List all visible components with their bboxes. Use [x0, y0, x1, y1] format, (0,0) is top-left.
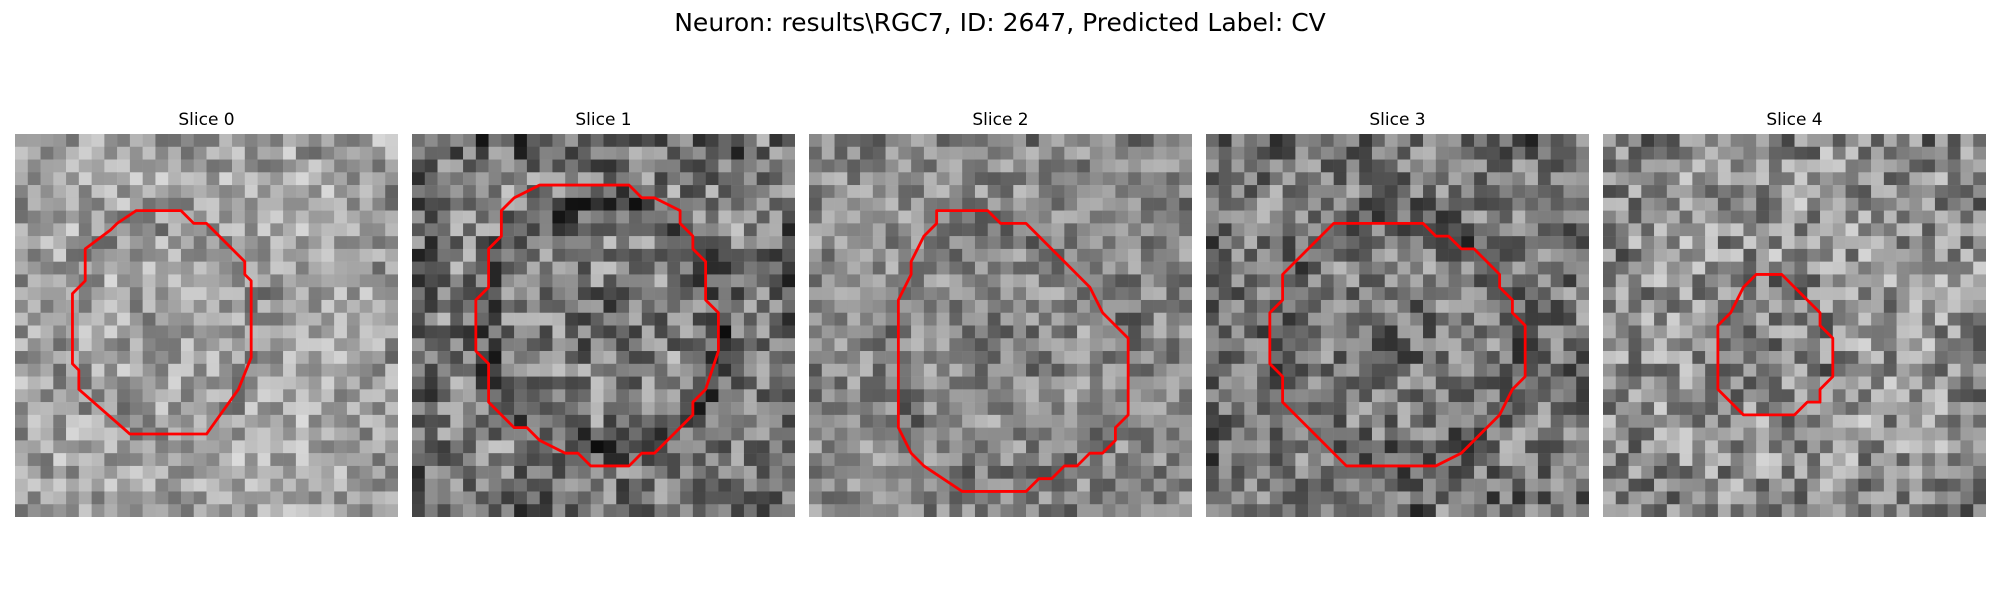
roi-contour: [896, 209, 1130, 493]
slice-image-2: [809, 134, 1192, 517]
slice-title-0: Slice 0: [178, 110, 235, 130]
slice-panel-2: Slice 2: [809, 110, 1192, 517]
slice-panel-4: Slice 4: [1603, 110, 1986, 517]
figure-suptitle: Neuron: results\RGC7, ID: 2647, Predicte…: [674, 8, 1326, 37]
slice-title-4: Slice 4: [1766, 110, 1823, 130]
slice-title-1: Slice 1: [575, 110, 632, 130]
slice-panels: Slice 0 Slice 1 Slice 2 Slice 3 Slice 4: [15, 110, 1987, 520]
noise-texture: [1603, 134, 1986, 517]
noise-texture: [15, 134, 398, 517]
slice-title-2: Slice 2: [972, 110, 1029, 130]
noise-texture: [412, 134, 795, 517]
slice-image-1: [412, 134, 795, 517]
slice-panel-1: Slice 1: [412, 110, 795, 517]
slice-panel-3: Slice 3: [1206, 110, 1589, 517]
roi-contour: [474, 183, 720, 468]
roi-contour: [71, 209, 253, 436]
slice-image-3: [1206, 134, 1589, 517]
slice-image-0: [15, 134, 398, 517]
roi-contour: [1268, 221, 1527, 468]
roi-contour: [1716, 273, 1835, 417]
slice-title-3: Slice 3: [1369, 110, 1426, 130]
noise-texture: [809, 134, 1192, 517]
slice-image-4: [1603, 134, 1986, 517]
noise-texture: [1206, 134, 1589, 517]
slice-panel-0: Slice 0: [15, 110, 398, 517]
